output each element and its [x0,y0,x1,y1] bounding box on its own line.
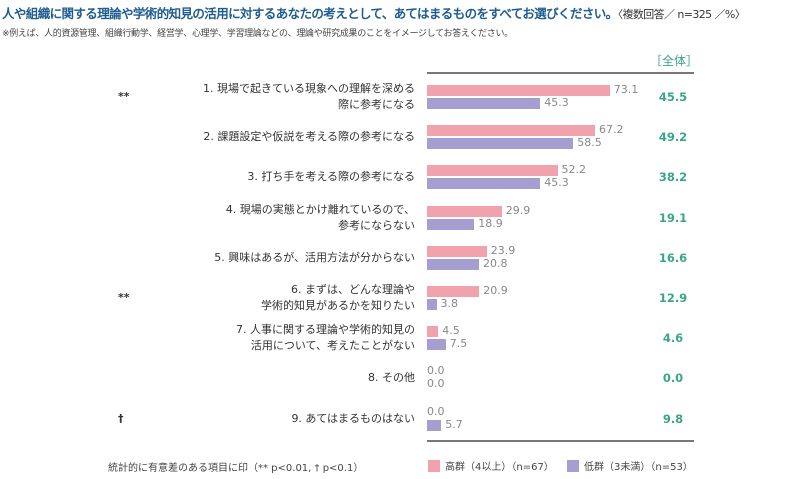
footnote: 統計的に有意差のある項目に印（** p<0.01, † p<0.1） [108,463,364,474]
value-label-high: 23.9 [490,243,516,257]
value-label-low: 7.5 [449,337,468,351]
value-label-low: 3.8 [440,297,459,310]
title-text: 人や組織に関する理論や学術的知見の活用に対するあなたの考えとして、あてはまるもの… [2,6,618,21]
bar-low [427,98,541,109]
value-label-high: 0.0 [427,404,445,418]
value-label-low: 0.0 [427,377,445,391]
category-label: 9. あてはまるものはない [291,411,415,425]
bar-low [427,258,479,270]
total-value: 9.8 [662,411,684,426]
value-label-low: 45.3 [544,176,569,190]
total-value: 4.6 [662,331,684,346]
legend-label-high: 高群（4以上）（n=67） [445,462,554,473]
bar-high [427,125,595,137]
bar-high [427,85,610,96]
bar-low [427,419,442,431]
total-value: 16.6 [658,250,688,265]
significance-mark: ** [118,90,130,103]
bottom-rule [427,440,694,442]
legend-high: 高群（4以上）（n=67） [428,458,554,473]
bar-high [427,326,439,338]
chart-title: 人や組織に関する理論や学術的知見の活用に対するあなたの考えとして、あてはまるもの… [2,3,746,22]
bar-high [427,286,480,297]
category-label: 3. 打ち手を考える際の参考になる [247,170,415,184]
legend-label-low: 低群（3未満）（n=53） [584,462,693,473]
bar-low [427,178,541,190]
category-label: 6. まずは、どんな理論や 学術的知見があるかを知りたい [261,283,415,312]
value-label-high: 52.2 [561,163,587,177]
bar-low [427,218,475,230]
total-value: 49.2 [658,130,688,145]
legend-low: 低群（3未満）（n=53） [567,458,693,473]
value-label-low: 58.5 [577,136,602,150]
total-value: 12.9 [658,291,688,305]
category-label: 4. 現場の実態とかけ離れているので、 参考にならない [225,202,415,232]
category-label: 7. 人事に関する理論や学術的知見の 活用について、考えたことがない [236,323,415,353]
legend-swatch-low [567,459,579,472]
value-label-high: 73.1 [613,83,639,96]
bar-high [427,165,558,177]
category-label: 8. その他 [368,371,415,385]
value-label-low: 18.9 [478,216,503,230]
bar-high [427,205,502,217]
total-value: 0.0 [662,371,684,386]
value-label-low: 5.7 [445,417,463,431]
legend-swatch-high [428,459,440,472]
bar-low [427,138,574,150]
top-rule [427,72,694,74]
title-sub: 〈複数回答／ n=325 ／%〉 [617,8,746,21]
bar-low [427,299,437,310]
category-label: 5. 興味はあるが、活用方法が分からない [214,250,415,264]
value-label-high: 4.5 [442,324,460,338]
significance-mark: † [118,411,124,425]
total-header: ［全体］ [650,54,699,68]
value-label-high: 0.0 [427,364,445,378]
value-label-high: 29.9 [505,203,531,217]
value-label-high: 67.2 [599,123,624,137]
chart-note: ※例えば、人的資源管理、組織行動学、経営学、心理学、学習理論などの、理論や研究成… [2,29,513,39]
category-label: 1. 現場で起きている現象への理解を深める 際に参考になる [203,82,415,111]
bar-low [427,339,446,351]
significance-mark: ** [118,291,130,304]
value-label-low: 45.3 [544,96,569,109]
bar-high [427,245,487,257]
total-value: 45.5 [658,90,688,104]
total-value: 38.2 [658,170,688,185]
category-label: 2. 課題設定や仮説を考える際の参考になる [203,130,415,144]
value-label-high: 20.9 [483,284,508,297]
total-value: 19.1 [658,210,688,225]
value-label-low: 20.8 [483,256,508,270]
